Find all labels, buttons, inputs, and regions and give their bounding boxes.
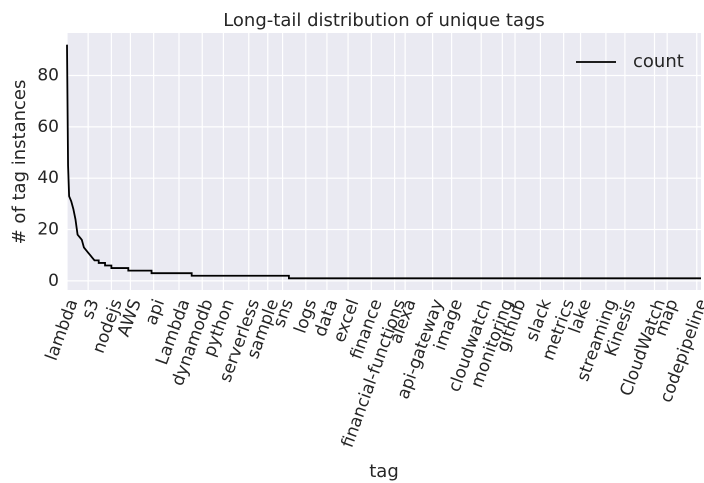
line [66,44,701,280]
x-axis-label: tag [369,461,399,482]
legend-label: count [633,51,684,72]
y-tick-label: 40 [37,168,59,188]
y-tick-label: 60 [37,117,59,137]
x-tick-label: api [141,297,169,328]
y-tick-label: 0 [48,271,59,291]
x-tick-label: lambda [42,297,83,364]
y-axis-label: # of tag instances [9,80,30,245]
chart-title: Long-tail distribution of unique tags [223,10,545,31]
y-tick-label: 80 [37,65,59,85]
y-tick-label: 20 [37,220,59,240]
